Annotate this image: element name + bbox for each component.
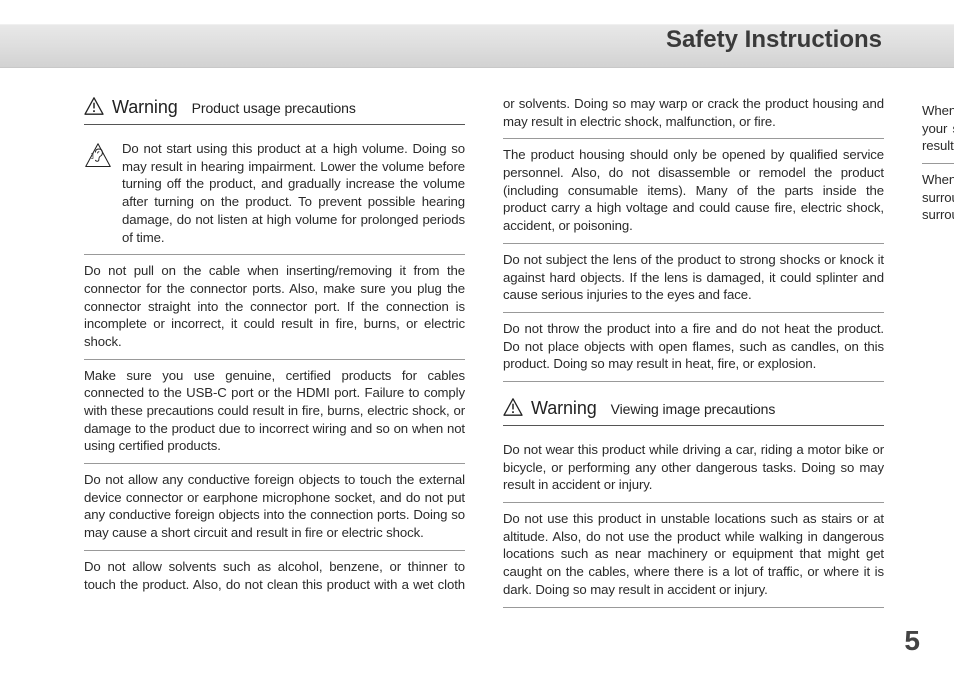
content-columns: Warning Product usage precautions Do not s… (84, 95, 884, 627)
instruction-item: Do not allow any conductive foreign obje… (84, 464, 465, 551)
warning-subtitle: Product usage precautions (192, 99, 356, 118)
instruction-text: Make sure you use genuine, certified pro… (84, 368, 465, 454)
instruction-item: Do not pull on the cable when inserting/… (84, 255, 465, 359)
instruction-text: Do not allow any conductive foreign obje… (84, 472, 465, 540)
warning-heading: Warning Viewing image precautions (503, 396, 884, 426)
instruction-text: The product housing should only be opene… (503, 147, 884, 233)
hearing-hazard-icon (84, 142, 112, 170)
instruction-text: Do not start using this product at a hig… (122, 140, 465, 246)
instruction-text: Do not use this product in unstable loca… (503, 511, 884, 597)
instruction-text: Do not throw the product into a fire and… (503, 321, 884, 371)
instruction-item: Do not subject the lens of the product t… (503, 244, 884, 313)
warning-heading: Warning Product usage precautions (84, 95, 465, 125)
warning-subtitle: Viewing image precautions (611, 400, 776, 419)
instruction-text: Do not subject the lens of the product t… (503, 252, 884, 302)
page-title: Safety Instructions (666, 26, 882, 54)
page-number: 5 (904, 625, 920, 657)
warning-label: Warning (531, 396, 597, 420)
instruction-item: Do not use this product in unstable loca… (503, 503, 884, 607)
instruction-text: When viewing in dark locations, it is di… (922, 172, 954, 222)
header-banner: Safety Instructions (0, 24, 954, 68)
instruction-item: Do not wear this product while driving a… (503, 434, 884, 503)
warning-triangle-icon (84, 97, 104, 115)
instruction-item: Make sure you use genuine, certified pro… (84, 360, 465, 464)
instruction-item: When walking while viewing images on the… (922, 95, 954, 164)
instruction-text: When walking while viewing images on the… (922, 103, 954, 153)
warning-triangle-icon (503, 398, 523, 416)
instruction-item: When viewing in dark locations, it is di… (922, 164, 954, 232)
instruction-item: Do not start using this product at a hig… (84, 133, 465, 255)
instruction-item: Do not throw the product into a fire and… (503, 313, 884, 382)
instruction-item: The product housing should only be opene… (503, 139, 884, 243)
instruction-text: Do not wear this product while driving a… (503, 442, 884, 492)
warning-label: Warning (112, 95, 178, 119)
instruction-text: Do not pull on the cable when inserting/… (84, 263, 465, 349)
